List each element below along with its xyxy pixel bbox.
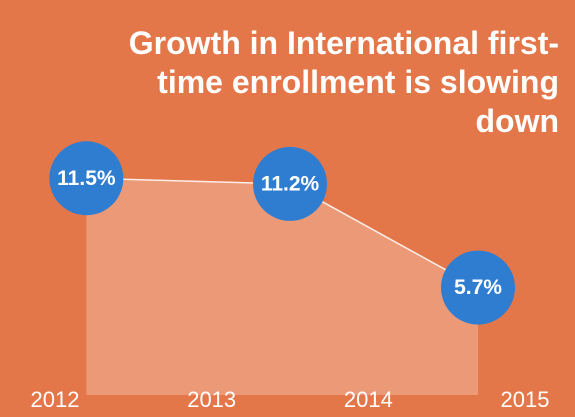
point — [49, 141, 124, 216]
area — [86, 178, 479, 395]
point — [441, 250, 516, 325]
point — [253, 146, 328, 221]
data-label: 11.2% — [261, 172, 320, 195]
chart-title: Growth in International first-time enrol… — [128, 25, 559, 139]
x-tick-label: 2014 — [344, 387, 393, 412]
x-tick-label: 2013 — [187, 387, 236, 412]
data-label: 11.5% — [57, 167, 116, 190]
data-label: 5.7% — [454, 276, 502, 299]
x-tick-label: 2012 — [31, 387, 80, 412]
x-tick-label: 2015 — [501, 387, 550, 412]
